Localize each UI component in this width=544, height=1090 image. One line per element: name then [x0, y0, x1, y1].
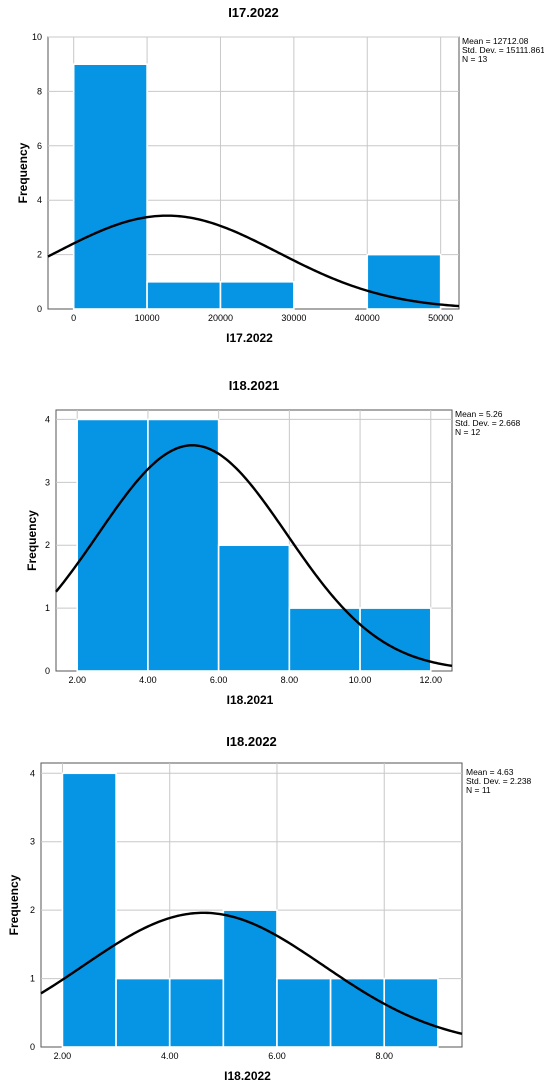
y-axis-label: Frequency	[25, 510, 39, 571]
y-axis-label: Frequency	[7, 874, 21, 935]
histogram-i18-2022-svg: 0 1 2 3 4 2.00 4.00 6.00 8.00 I18.2022 I18.2022 Fre…	[7, 734, 532, 1083]
normal-curve	[55, 444, 453, 668]
stats-legend-line: N = 12	[455, 427, 481, 437]
x-axis-label: I18.2022	[224, 1069, 271, 1083]
y-tick-label: 3	[30, 837, 35, 847]
stats-legend-line: Std. Dev. = 2.668	[455, 418, 521, 428]
x-axis-label: I17.2022	[226, 331, 273, 345]
x-tick-label: 10000	[135, 313, 160, 323]
stats-legend-line: Std. Dev. = 15111.861	[462, 45, 544, 55]
y-tick-label: 4	[45, 414, 50, 424]
x-tick-label: 2.00	[68, 675, 86, 685]
histogram-bar	[61, 772, 117, 1048]
histogram-bar	[366, 253, 442, 310]
stats-legend-line: Mean = 5.26	[455, 409, 503, 419]
histogram-bar	[115, 977, 171, 1048]
x-tick-label: 0	[71, 313, 76, 323]
y-tick-label: 4	[37, 195, 42, 205]
histogram-bar	[329, 977, 386, 1048]
y-tick-label: 1	[30, 974, 35, 984]
x-tick-label: 6.00	[210, 675, 228, 685]
histogram-bar	[276, 977, 332, 1048]
x-tick-label: 8.00	[375, 1051, 393, 1061]
histogram-i18-2022: 0 1 2 3 4 2.00 4.00 6.00 8.00 I18.2022 I18.2022 Fre…	[0, 725, 544, 1090]
chart-title: I18.2021	[229, 378, 280, 393]
histogram-i17-2022: 0 2 4 6 8 10 0 10000 20000 30000 40000 50000 I17.202…	[0, 0, 544, 360]
histogram-bar	[147, 418, 220, 672]
x-tick-label: 12.00	[420, 675, 443, 685]
x-tick-label: 20000	[208, 313, 233, 323]
y-tick-label: 10	[32, 32, 42, 42]
y-tick-label: 4	[30, 768, 35, 778]
stats-legend-line: Std. Dev. = 2.238	[466, 776, 532, 786]
histogram-bar	[383, 977, 439, 1048]
x-tick-label: 30000	[281, 313, 306, 323]
histogram-bar	[222, 909, 278, 1048]
y-tick-label: 3	[45, 477, 50, 487]
x-tick-label: 4.00	[139, 675, 157, 685]
y-tick-label: 0	[37, 304, 42, 314]
histogram-bar	[359, 607, 432, 672]
x-tick-label: 2.00	[54, 1051, 72, 1061]
x-tick-label: 10.00	[349, 675, 372, 685]
x-tick-label: 4.00	[161, 1051, 179, 1061]
y-tick-label: 2	[30, 905, 35, 915]
y-tick-label: 6	[37, 141, 42, 151]
histogram-i18-2021: 0 1 2 3 4 2.00 4.00 6.00 8.00 10.00 12.00 I18.2021 I…	[0, 370, 544, 715]
x-tick-label: 50000	[428, 313, 453, 323]
histogram-bar	[168, 977, 225, 1048]
y-tick-label: 8	[37, 86, 42, 96]
histogram-i18-2021-svg: 0 1 2 3 4 2.00 4.00 6.00 8.00 10.00 12.00 I18.2021 I…	[25, 378, 521, 707]
chart-title: I17.2022	[228, 5, 279, 20]
x-tick-label: 6.00	[268, 1051, 286, 1061]
normal-curve	[47, 214, 460, 308]
stats-legend-line: N = 13	[462, 54, 488, 64]
histogram-bar	[146, 280, 222, 310]
chart-title: I18.2022	[226, 734, 277, 749]
stats-legend-line: N = 11	[466, 785, 491, 795]
histogram-bar	[288, 607, 361, 672]
x-axis-label: I18.2021	[227, 693, 274, 707]
normal-curve	[40, 911, 463, 1035]
stats-legend-line: Mean = 12712.08	[462, 36, 529, 46]
x-tick-label: 40000	[355, 313, 380, 323]
y-tick-label: 1	[45, 603, 50, 613]
histogram-bar	[219, 280, 295, 310]
histogram-bar	[217, 544, 291, 672]
y-tick-label: 0	[45, 666, 50, 676]
histogram-bar	[72, 63, 148, 310]
y-tick-label: 2	[45, 540, 50, 550]
histogram-i17-2022-svg: 0 2 4 6 8 10 0 10000 20000 30000 40000 50000 I17.202…	[16, 5, 544, 345]
x-tick-label: 8.00	[281, 675, 299, 685]
y-tick-label: 0	[30, 1042, 35, 1052]
stats-legend-line: Mean = 4.63	[466, 767, 514, 777]
y-tick-label: 2	[37, 250, 42, 260]
histogram-bar	[76, 418, 149, 672]
y-axis-label: Frequency	[16, 142, 30, 203]
